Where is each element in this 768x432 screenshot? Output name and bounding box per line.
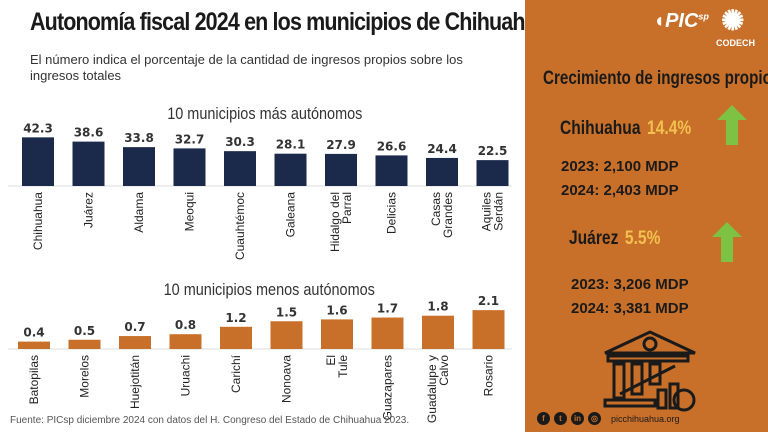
chart2-title: 10 municipios menos autónomos	[163, 280, 375, 299]
bar	[321, 319, 353, 349]
website-link[interactable]: picchihuahua.org	[611, 413, 680, 424]
category-label: Cuauhtémoc	[233, 192, 247, 260]
data-label: 2.1	[478, 295, 499, 308]
arrow-up-icon	[712, 222, 742, 262]
category-label: Calvo	[437, 355, 451, 386]
data-label: 0.8	[175, 318, 196, 332]
category-label: Chihuahua	[31, 192, 45, 250]
data-label: 0.7	[124, 320, 145, 334]
data-label: 0.5	[74, 324, 95, 338]
bar	[22, 137, 54, 186]
bar	[68, 339, 101, 349]
data-label: 42.3	[23, 121, 53, 135]
data-label: 28.1	[276, 138, 306, 152]
chart1-title: 10 municipios más autónomos	[167, 104, 363, 123]
value-2023: 2023: 2,100 MDP	[561, 158, 679, 175]
data-label: 1.6	[326, 303, 347, 317]
codech-logo-icon: ✺	[721, 5, 745, 36]
data-label: 1.5	[276, 305, 297, 319]
bar	[325, 153, 357, 186]
bar	[169, 334, 202, 349]
bar	[119, 336, 151, 349]
data-label: 30.3	[225, 135, 255, 149]
city-name: Juárez	[569, 228, 619, 249]
data-label: 1.7	[377, 302, 398, 316]
category-label: Batopilas	[27, 355, 41, 404]
data-label: 22.5	[478, 144, 508, 158]
category-label: Meoqui	[183, 192, 197, 231]
arrow-up-icon	[717, 105, 747, 145]
footer-social: f t in ◎ picchihuahua.org	[537, 412, 680, 425]
category-label: Guadalupe y	[425, 355, 439, 423]
bar	[375, 155, 408, 186]
bar	[426, 157, 458, 186]
bar	[270, 321, 303, 349]
data-label: 1.2	[225, 311, 246, 325]
growth-pct: 14.4%	[647, 118, 692, 139]
category-label: Aquiles	[480, 192, 494, 231]
bar	[224, 151, 256, 186]
category-label: Parral	[340, 192, 354, 224]
value-2023: 2023: 3,206 MDP	[571, 276, 689, 293]
category-label: Serdán	[492, 192, 506, 231]
growth-panel: ◖PICsp ✺ CODECH Crecimiento de ingresos …	[525, 0, 768, 432]
panel-title: Crecimiento de ingresos propios	[543, 68, 768, 89]
category-label: El	[324, 355, 338, 366]
category-label: Carichí	[229, 354, 243, 393]
picsp-logo: ◖PICsp	[653, 10, 709, 32]
growth-pct: 5.5%	[624, 228, 661, 249]
facebook-icon[interactable]: f	[537, 412, 550, 425]
bar	[18, 341, 50, 349]
category-label: Delicias	[385, 192, 399, 234]
globe-icon[interactable]: ◎	[588, 412, 601, 425]
category-label: Aldama	[132, 192, 146, 233]
chart-bottom: 0.4 Batopilas 0.5 Morelos 0.7 Huejotitán 0.8 Ur…	[8, 295, 512, 423]
bar	[476, 160, 509, 186]
data-label: 38.6	[74, 126, 104, 140]
linkedin-icon[interactable]: in	[571, 412, 584, 425]
bar	[371, 317, 404, 349]
category-label: Casas	[429, 192, 443, 226]
category-label: Juárez	[82, 192, 96, 228]
codech-logo-text: CODECH	[716, 38, 756, 48]
data-label: 1.8	[427, 300, 448, 314]
item-city: Juárez 5.5%	[569, 228, 660, 250]
bar	[173, 148, 206, 186]
category-label: Huejotitán	[128, 355, 142, 409]
data-label: 27.9	[326, 138, 356, 152]
category-label: Grandes	[441, 192, 455, 238]
data-label: 26.6	[377, 139, 407, 153]
category-label: Hidalgo del	[328, 192, 342, 252]
page-title: Autonomía fiscal 2024 en los municipios …	[30, 8, 549, 36]
data-label: 32.7	[175, 132, 205, 146]
data-label: 24.4	[427, 142, 457, 156]
bar	[274, 153, 307, 186]
value-2024: 2024: 2,403 MDP	[561, 182, 679, 199]
source-note: Fuente: PICsp diciembre 2024 con datos d…	[10, 415, 410, 426]
twitter-icon[interactable]: t	[554, 412, 567, 425]
item-city: Chihuahua 14.4%	[560, 118, 691, 140]
city-name: Chihuahua	[560, 118, 641, 139]
data-label: 33.8	[124, 131, 154, 145]
category-label: Tule	[336, 355, 350, 378]
category-label: Nonoava	[280, 355, 294, 403]
category-label: Morelos	[78, 355, 92, 398]
chart-top: 42.3 Chihuahua 38.6 Juárez 33.8 Aldama 32.7 Meo…	[8, 121, 512, 260]
bar	[72, 141, 105, 186]
bank-growth-icon	[603, 330, 696, 412]
category-label: Guazapares	[381, 355, 395, 420]
category-label: Uruachi	[179, 355, 193, 396]
category-label: Galeana	[284, 192, 298, 238]
bar	[422, 315, 454, 349]
subtitle: El número indica el porcentaje de la can…	[30, 52, 463, 83]
value-2024: 2024: 3,381 MDP	[571, 300, 689, 317]
bar	[220, 326, 252, 349]
bar	[472, 310, 505, 349]
bar	[123, 147, 155, 186]
category-label: Rosario	[482, 355, 496, 397]
data-label: 0.4	[23, 326, 44, 340]
